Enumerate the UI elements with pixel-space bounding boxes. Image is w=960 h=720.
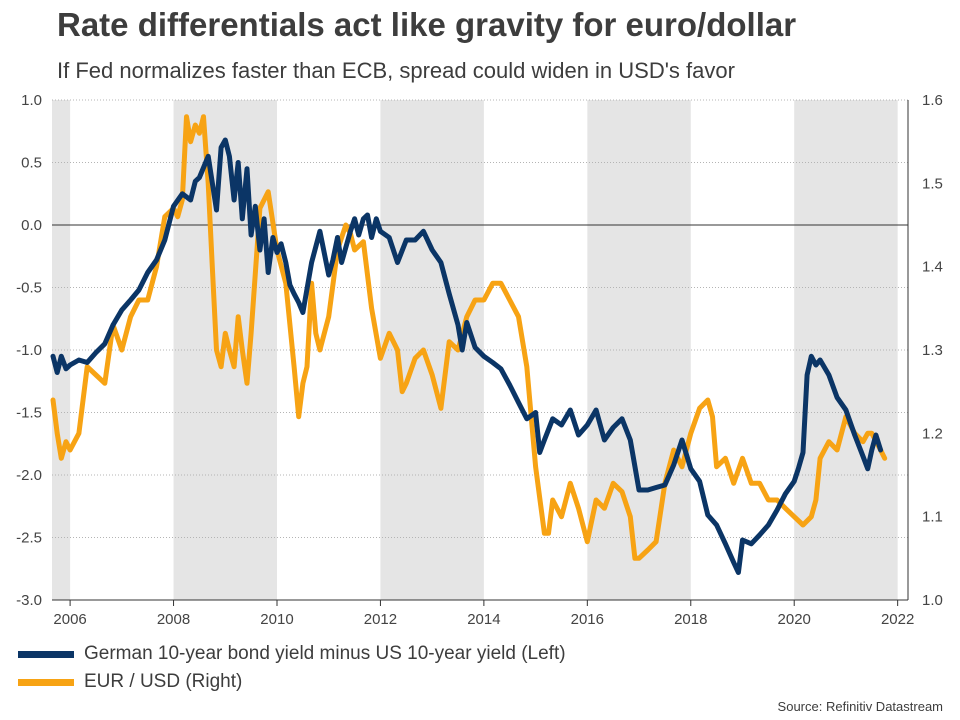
y-left-tick-label: -3.0 xyxy=(16,592,42,609)
shaded-period-4 xyxy=(794,100,898,600)
y-right-tick-label: 1.0 xyxy=(922,592,943,609)
x-tick-label: 2010 xyxy=(260,611,293,628)
x-tick-label: 2020 xyxy=(778,611,811,628)
y-right-tick-label: 1.6 xyxy=(922,92,943,109)
y-left-tick-label: 0.5 xyxy=(21,155,42,172)
axes: 1.0 0.5 0.0 -0.5 -1.0 -1.5 -2.0 -2.5 -3.0 1.6 1.5 1… xyxy=(16,92,943,628)
x-tick-label: 2016 xyxy=(571,611,604,628)
legend-item-spread: German 10-year bond yield minus US 10-ye… xyxy=(18,640,566,668)
series-lines xyxy=(50,114,888,575)
x-tick-label: 2008 xyxy=(157,611,190,628)
series-line-spread xyxy=(50,137,884,575)
y-left-tick-label: -1.5 xyxy=(16,405,42,422)
legend-swatch-spread xyxy=(18,650,74,658)
x-tick-label: 2006 xyxy=(53,611,86,628)
y-left-tick-label: -2.0 xyxy=(16,467,42,484)
y-left-tick-label: -2.5 xyxy=(16,530,42,547)
y-left-tick-label: 1.0 xyxy=(21,92,42,109)
grid-lines xyxy=(52,99,908,538)
y-right-tick-label: 1.5 xyxy=(922,175,943,192)
y-left-tick-label: 0.0 xyxy=(21,217,42,234)
legend-item-eurusd: EUR / USD (Right) xyxy=(18,668,566,696)
x-tick-label: 2014 xyxy=(467,611,500,628)
legend-label-spread: German 10-year bond yield minus US 10-ye… xyxy=(84,643,566,664)
y-right-tick-label: 1.1 xyxy=(922,509,943,526)
legend-swatch-eurusd xyxy=(18,678,74,686)
series-line-eurusd xyxy=(50,114,888,561)
chart-title: Rate differentials act like gravity for … xyxy=(57,6,797,43)
y-right-tick-label: 1.2 xyxy=(922,425,943,442)
legend: German 10-year bond yield minus US 10-ye… xyxy=(18,640,566,696)
legend-label-eurusd: EUR / USD (Right) xyxy=(84,671,243,692)
y-left-tick-label: -0.5 xyxy=(16,280,42,297)
x-tick-label: 2018 xyxy=(674,611,707,628)
x-tick-label: 2022 xyxy=(881,611,914,628)
x-tick-label: 2012 xyxy=(364,611,397,628)
shaded-period-3 xyxy=(587,100,691,600)
chart-subtitle: If Fed normalizes faster than ECB, sprea… xyxy=(57,58,735,83)
y-right-tick-label: 1.4 xyxy=(922,259,943,276)
y-left-tick-label: -1.0 xyxy=(16,342,42,359)
y-right-tick-label: 1.3 xyxy=(922,342,943,359)
source-note: Source: Refinitiv Datastream xyxy=(777,699,943,714)
